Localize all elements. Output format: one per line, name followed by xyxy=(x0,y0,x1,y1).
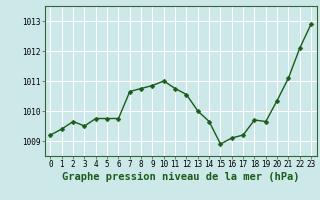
X-axis label: Graphe pression niveau de la mer (hPa): Graphe pression niveau de la mer (hPa) xyxy=(62,172,300,182)
